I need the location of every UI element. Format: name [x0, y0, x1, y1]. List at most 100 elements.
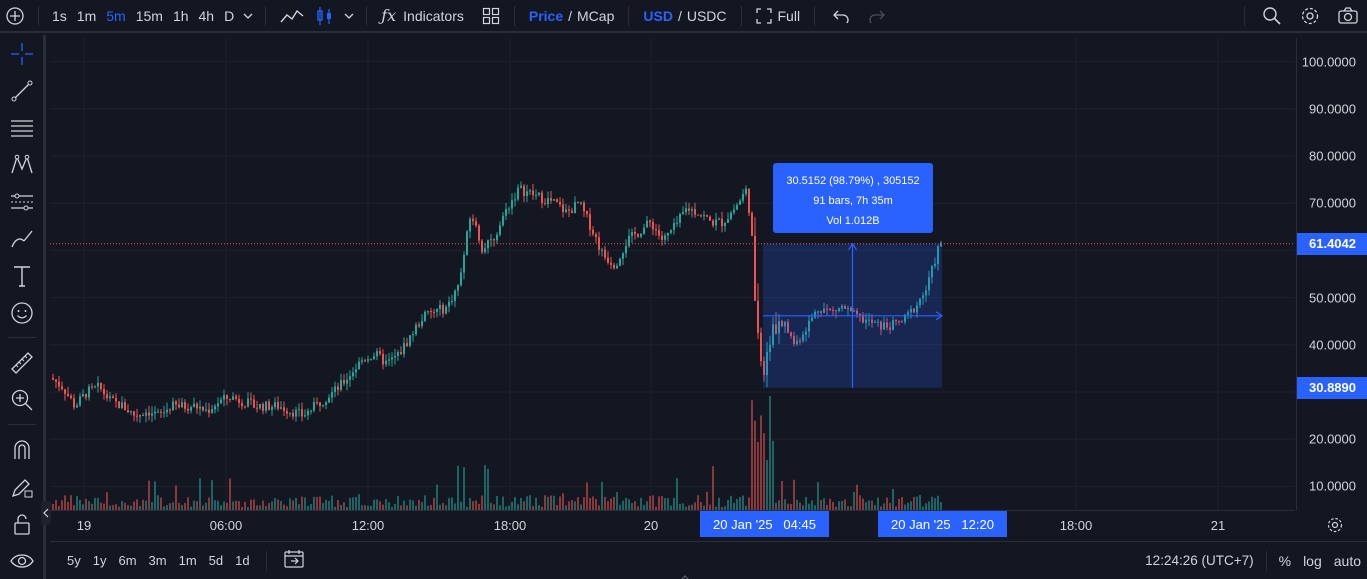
candle-body: [421, 320, 423, 327]
undo-icon: [833, 10, 849, 23]
settings-button[interactable]: [1291, 0, 1329, 32]
usdc-option[interactable]: USDC: [686, 7, 727, 24]
candle-body: [595, 234, 597, 238]
volume-bar: [163, 506, 165, 510]
candle-body: [553, 199, 555, 201]
candle-body: [358, 361, 360, 370]
range-5d[interactable]: 5d: [208, 553, 224, 568]
price-axis[interactable]: 100.0000 90.0000 80.0000 70.0000 50.0000 40.0…: [1296, 38, 1367, 510]
stay-drawing-tool[interactable]: [4, 469, 40, 505]
prediction-tool[interactable]: [4, 184, 40, 220]
candle-body: [73, 398, 75, 408]
chevron-down-icon: [344, 13, 354, 19]
candle-body: [511, 200, 513, 209]
layouts-button[interactable]: [476, 0, 506, 32]
interval-1m[interactable]: 1m: [76, 7, 97, 24]
candle-body: [604, 249, 606, 258]
magnet-tool[interactable]: [4, 432, 40, 468]
volume-bar: [730, 495, 732, 510]
candle-body: [562, 204, 564, 212]
price-tick-label: 100.0000: [1301, 54, 1356, 70]
collapse-toolbar-button[interactable]: [41, 501, 51, 525]
volume-bar: [505, 506, 507, 510]
lock-drawings-tool[interactable]: [4, 506, 40, 542]
volume-bar: [697, 495, 699, 510]
interval-1h[interactable]: 1h: [172, 7, 189, 24]
volume-bar: [565, 505, 567, 510]
price-option[interactable]: Price: [528, 7, 564, 24]
range-6m[interactable]: 6m: [118, 553, 137, 568]
interval-15m[interactable]: 15m: [135, 7, 163, 24]
candle-body: [361, 360, 363, 362]
clock-display[interactable]: 12:24:26 (UTC+7): [1145, 553, 1254, 568]
pattern-tool[interactable]: [4, 147, 40, 183]
volume-bar: [412, 500, 414, 510]
volume-bar: [58, 506, 60, 510]
crosshair-tool[interactable]: [4, 36, 40, 72]
volume-bar: [778, 500, 780, 510]
candle-body: [85, 394, 87, 398]
price-mcap-toggle[interactable]: Price / MCap: [523, 0, 621, 32]
candle-body: [346, 379, 348, 384]
undo-button[interactable]: [823, 0, 859, 32]
time-tick-label: 12:00: [351, 518, 385, 533]
interval-5m[interactable]: 5m: [106, 7, 126, 24]
price-chart[interactable]: [50, 38, 1295, 510]
currency-toggle[interactable]: USD / USDC: [637, 0, 732, 32]
quick-search-button[interactable]: [1253, 0, 1291, 32]
range-5y[interactable]: 5y: [67, 553, 81, 568]
add-symbol-button[interactable]: [0, 0, 30, 32]
indicators-button[interactable]: ƒx Indicators: [375, 0, 470, 32]
candle-body: [367, 359, 369, 361]
percent-scale-button[interactable]: %: [1278, 552, 1292, 569]
fullscreen-button[interactable]: Full: [750, 0, 807, 32]
range-1y[interactable]: 1y: [92, 553, 107, 568]
candle-body: [883, 322, 885, 330]
candle-body: [829, 308, 831, 310]
volume-bar: [319, 496, 321, 510]
trend-line-tool[interactable]: [4, 73, 40, 109]
go-to-date-button[interactable]: [277, 549, 311, 572]
text-tool[interactable]: [4, 258, 40, 294]
volume-bar: [190, 506, 192, 510]
interval-dropdown-button[interactable]: [239, 0, 257, 32]
interval-D[interactable]: D: [224, 7, 235, 24]
volume-bar: [928, 501, 930, 510]
interval-1s[interactable]: 1s: [52, 7, 67, 24]
price-tick-label: 80.0000: [1309, 148, 1356, 164]
time-axis-settings-button[interactable]: [1325, 515, 1345, 535]
fib-tool[interactable]: [4, 110, 40, 146]
range-3m[interactable]: 3m: [148, 553, 167, 568]
candle-body: [940, 242, 942, 247]
scroll-down-chevron[interactable]: [680, 569, 690, 579]
candlestick-chart-button[interactable]: [310, 0, 340, 32]
redo-button[interactable]: [859, 0, 895, 32]
volume-bar: [289, 498, 291, 510]
emoji-tool[interactable]: [4, 295, 40, 331]
zoom-tool[interactable]: [4, 382, 40, 418]
time-axis[interactable]: 21 18:00 20 18:00 12:00 06:00 19 20 Jan '25 04…: [50, 510, 1295, 540]
screenshot-button[interactable]: [1329, 0, 1367, 32]
volume-bar: [703, 505, 705, 510]
range-1m[interactable]: 1m: [178, 553, 197, 568]
line-chart-button[interactable]: [274, 0, 310, 32]
volume-bar: [301, 496, 303, 510]
volume-bar: [403, 500, 405, 510]
interval-4h[interactable]: 4h: [198, 7, 215, 24]
brush-tool[interactable]: [4, 221, 40, 257]
hide-drawings-tool[interactable]: [4, 543, 40, 579]
usd-option[interactable]: USD: [643, 7, 673, 24]
candle-body: [880, 321, 882, 330]
range-1d[interactable]: 1d: [235, 553, 250, 568]
volume-bar: [421, 502, 423, 510]
function-icon: ƒx: [381, 6, 397, 25]
auto-scale-button[interactable]: auto: [1333, 552, 1361, 569]
candle-body: [103, 389, 105, 395]
mcap-option[interactable]: MCap: [577, 7, 615, 24]
candle-body: [475, 221, 477, 226]
log-scale-button[interactable]: log: [1303, 552, 1322, 569]
volume-bar: [220, 505, 222, 510]
volume-bar: [709, 504, 711, 510]
measure-tool[interactable]: [4, 345, 40, 381]
chart-type-dropdown-button[interactable]: [340, 0, 358, 32]
